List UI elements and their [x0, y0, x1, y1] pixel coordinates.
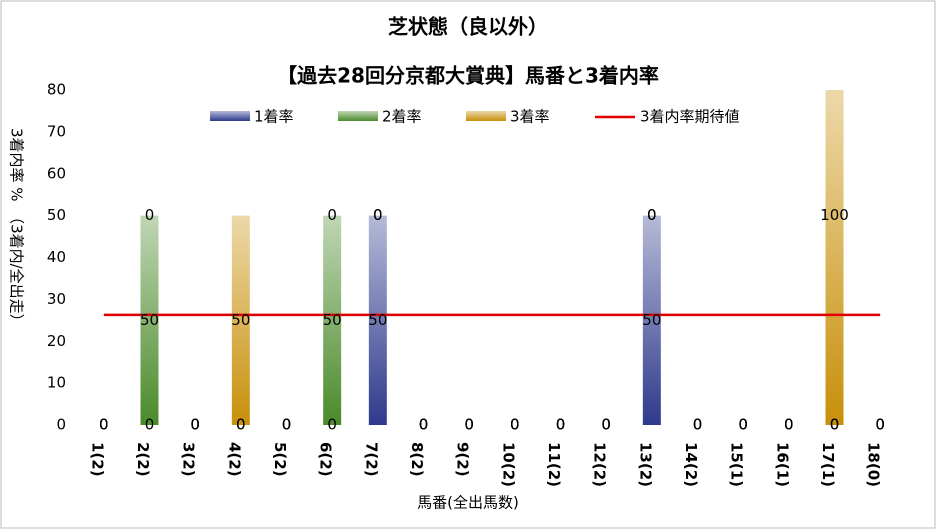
x-tick-label: 5(2) — [271, 442, 289, 477]
data-label: 0 — [236, 416, 246, 434]
x-tick-label: 11(2) — [545, 442, 563, 487]
data-label: 0 — [647, 206, 657, 224]
chart-title: 芝状態（良以外） — [388, 15, 548, 39]
x-axis-label: 馬番(全出馬数) — [417, 494, 519, 512]
data-label: 0 — [875, 416, 885, 434]
x-tick-label: 7(2) — [362, 442, 380, 477]
data-label: 0 — [282, 416, 292, 434]
data-label: 0 — [784, 416, 794, 434]
y-tick-label: 30 — [47, 290, 66, 308]
data-label: 0 — [419, 416, 429, 434]
data-label: 0 — [601, 416, 611, 434]
data-label: 0 — [145, 416, 155, 434]
data-label: 0 — [830, 416, 840, 434]
legend-swatch — [210, 111, 250, 121]
legend-label: 2着率 — [382, 108, 422, 126]
data-label: 0 — [601, 416, 611, 434]
data-label: 0 — [464, 416, 474, 434]
y-tick-label: 70 — [47, 122, 66, 140]
data-label: 0 — [327, 206, 337, 224]
data-label: 0 — [190, 416, 200, 434]
y-axis-label: 3着内率 % （3着内/全出走） — [8, 128, 26, 329]
x-tick-label: 1(2) — [88, 442, 106, 477]
data-label: 0 — [419, 416, 429, 434]
y-tick-label: 60 — [47, 164, 66, 182]
legend-swatch — [466, 111, 506, 121]
data-label: 0 — [327, 416, 337, 434]
x-tick-label: 17(1) — [819, 442, 837, 487]
y-tick-label: 50 — [47, 206, 66, 224]
bar-segment — [825, 90, 844, 425]
data-label: 50 — [323, 311, 342, 329]
y-tick-label: 0 — [56, 416, 66, 434]
data-label: 0 — [738, 416, 748, 434]
x-tick-label: 10(2) — [499, 442, 517, 487]
x-tick-label: 9(2) — [454, 442, 472, 477]
data-label: 0 — [99, 416, 109, 434]
x-tick-label: 12(2) — [591, 442, 609, 487]
data-label: 0 — [236, 416, 246, 434]
data-label: 0 — [784, 416, 794, 434]
data-label: 0 — [784, 416, 794, 434]
data-label: 50 — [368, 311, 387, 329]
data-label: 0 — [875, 416, 885, 434]
data-label: 0 — [99, 416, 109, 434]
data-label: 0 — [419, 416, 429, 434]
x-tick-label: 3(2) — [180, 442, 198, 477]
data-label: 0 — [373, 206, 383, 224]
data-label: 0 — [282, 416, 292, 434]
x-tick-label: 6(2) — [317, 442, 335, 477]
y-tick-label: 10 — [47, 374, 66, 392]
x-tick-label: 13(2) — [636, 442, 654, 487]
data-label: 0 — [875, 416, 885, 434]
data-label: 0 — [145, 206, 155, 224]
data-label: 0 — [510, 416, 520, 434]
legend-label: 3着内率期待値 — [640, 108, 740, 126]
data-label: 50 — [642, 311, 661, 329]
data-label: 0 — [830, 416, 840, 434]
data-label: 0 — [693, 416, 703, 434]
data-label: 0 — [693, 416, 703, 434]
data-label: 0 — [464, 416, 474, 434]
legend-label: 3着率 — [510, 108, 550, 126]
data-label: 0 — [693, 416, 703, 434]
bar-segment — [231, 215, 250, 425]
data-label: 0 — [556, 416, 566, 434]
legend-swatch — [338, 111, 378, 121]
bar-segment — [368, 215, 387, 425]
data-label: 0 — [373, 206, 383, 224]
chart-subtitle: 【過去28回分京都大賞典】馬番と3着内率 — [277, 64, 659, 88]
y-tick-label: 80 — [47, 81, 66, 99]
x-tick-label: 8(2) — [408, 442, 426, 477]
x-tick-label: 15(1) — [728, 442, 746, 487]
data-label: 0 — [556, 416, 566, 434]
data-label: 50 — [140, 311, 159, 329]
bar-segment — [642, 215, 661, 425]
data-label: 0 — [99, 416, 109, 434]
data-label: 0 — [738, 416, 748, 434]
bar-segment — [323, 215, 342, 425]
data-label: 0 — [738, 416, 748, 434]
data-label: 0 — [647, 206, 657, 224]
bar-segment — [140, 215, 159, 425]
data-label: 0 — [464, 416, 474, 434]
data-label: 0 — [601, 416, 611, 434]
data-label: 0 — [556, 416, 566, 434]
data-label: 50 — [231, 311, 250, 329]
legend-label: 1着率 — [254, 108, 294, 126]
y-tick-label: 40 — [47, 248, 66, 266]
data-label: 0 — [190, 416, 200, 434]
x-tick-label: 4(2) — [225, 442, 243, 477]
x-tick-label: 18(0) — [865, 442, 883, 487]
data-label: 0 — [282, 416, 292, 434]
data-label: 0 — [510, 416, 520, 434]
x-tick-label: 14(2) — [682, 442, 700, 487]
data-label: 0 — [190, 416, 200, 434]
x-tick-label: 2(2) — [134, 442, 152, 477]
x-tick-label: 16(1) — [773, 442, 791, 487]
y-tick-label: 20 — [47, 332, 66, 350]
data-label: 100 — [820, 206, 849, 224]
data-label: 0 — [510, 416, 520, 434]
